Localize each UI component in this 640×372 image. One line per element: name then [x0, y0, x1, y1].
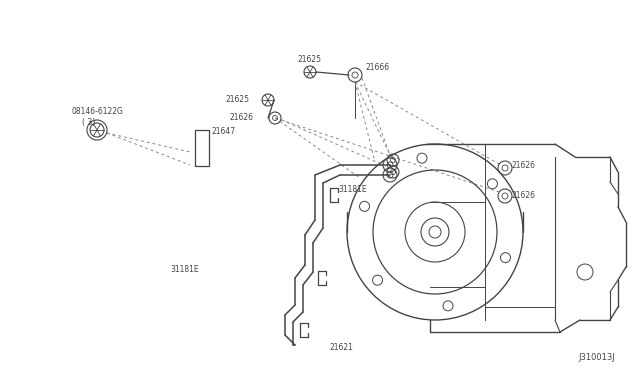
Text: 21647: 21647 [212, 128, 236, 137]
Text: 21626: 21626 [512, 192, 536, 201]
Text: 31181E: 31181E [170, 266, 198, 275]
Text: 21625: 21625 [298, 55, 322, 64]
Text: J310013J: J310013J [579, 353, 615, 362]
Text: 21625: 21625 [225, 96, 249, 105]
Text: 21626: 21626 [512, 160, 536, 170]
Text: 21626: 21626 [230, 113, 254, 122]
Text: 21666: 21666 [365, 64, 389, 73]
Text: ( 3): ( 3) [82, 118, 95, 126]
Text: 08146-6122G: 08146-6122G [72, 108, 124, 116]
Text: 21621: 21621 [330, 343, 354, 353]
Bar [195, 130, 209, 166]
Text: 31181E: 31181E [338, 186, 367, 195]
